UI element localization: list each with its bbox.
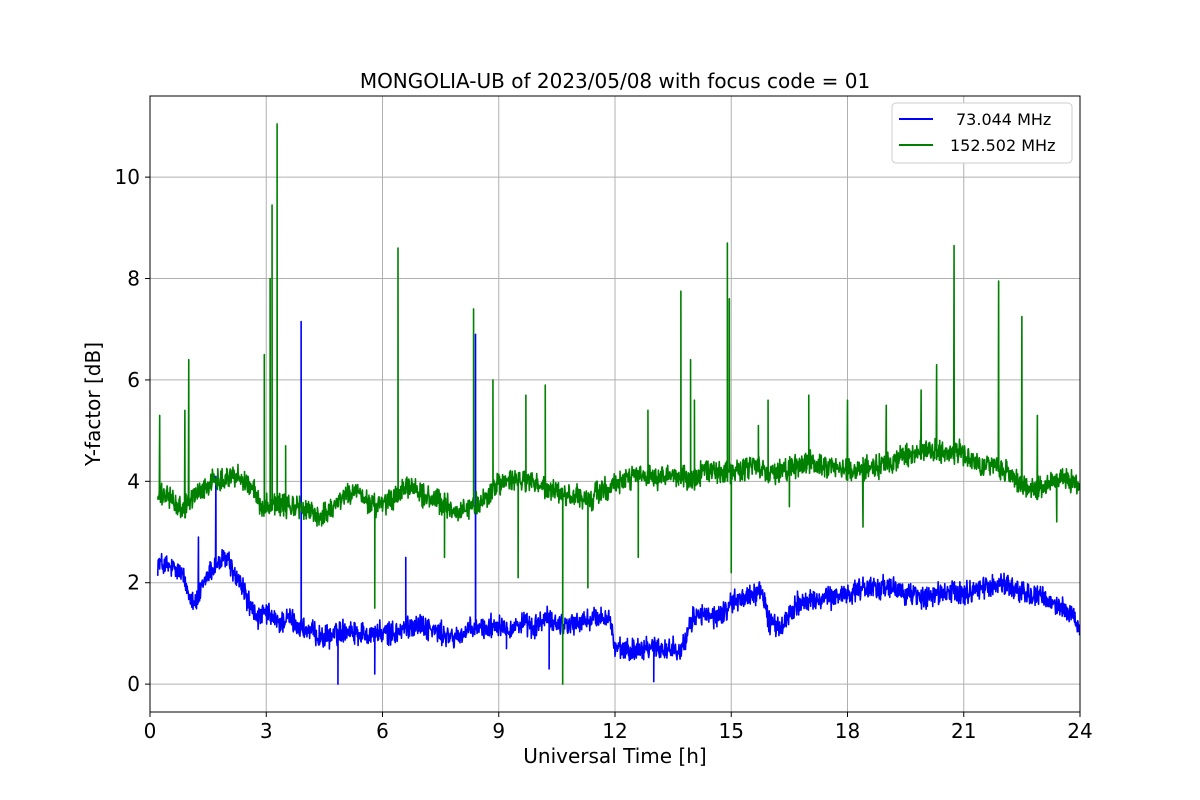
x-axis-label: Universal Time [h] <box>523 744 706 768</box>
x-tick-label: 9 <box>492 719 505 743</box>
y-tick-label: 2 <box>127 571 140 595</box>
series-line-73mhz <box>156 320 1081 685</box>
y-tick-label: 6 <box>127 368 140 392</box>
x-tick-label: 6 <box>376 719 389 743</box>
series-layer <box>156 123 1081 685</box>
y-axis-label: Y-factor [dB] <box>81 342 105 467</box>
y-tick-label: 8 <box>127 267 140 291</box>
chart-title: MONGOLIA-UB of 2023/05/08 with focus cod… <box>360 69 870 93</box>
y-tick-label: 4 <box>127 469 140 493</box>
legend-box <box>891 102 1073 164</box>
x-tick-label: 21 <box>951 719 976 743</box>
x-tick-label: 18 <box>835 719 860 743</box>
x-tick-label: 15 <box>719 719 744 743</box>
legend-label-73mhz: 73.044 MHz <box>956 110 1051 129</box>
legend: 73.044 MHz 152.502 MHz <box>891 102 1073 164</box>
legend-label-152mhz: 152.502 MHz <box>950 136 1055 155</box>
x-tick-label: 12 <box>602 719 627 743</box>
x-tick-label: 24 <box>1067 719 1092 743</box>
x-tick-label: 0 <box>144 719 157 743</box>
series-line-152mhz <box>156 123 1081 685</box>
x-tick-label: 3 <box>260 719 273 743</box>
y-tick-label: 10 <box>115 165 140 189</box>
y-tick-label: 0 <box>127 672 140 696</box>
